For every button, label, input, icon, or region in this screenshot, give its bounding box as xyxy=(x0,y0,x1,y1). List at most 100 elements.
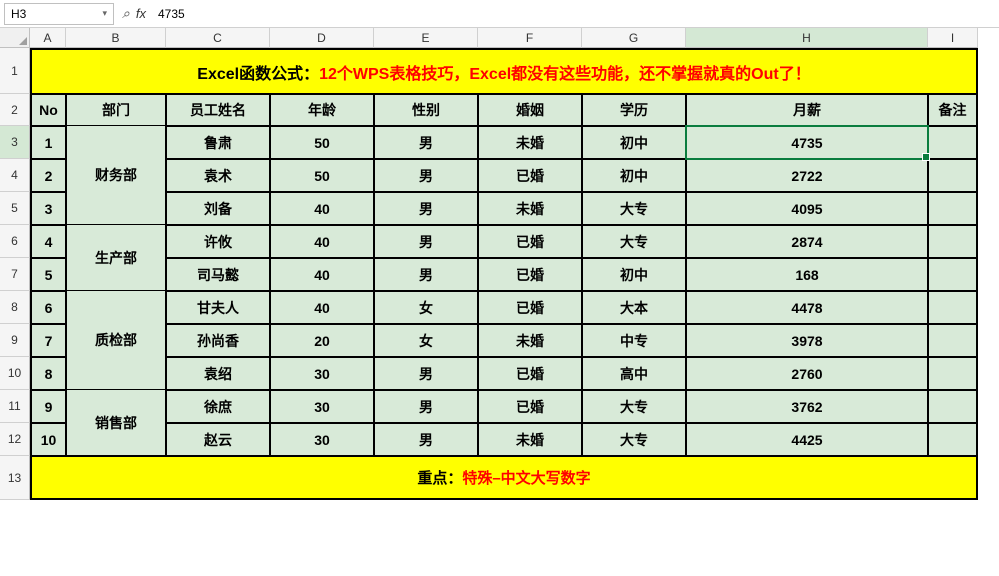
cell-gender[interactable]: 女 xyxy=(374,291,478,324)
cell-salary[interactable]: 4735 xyxy=(686,126,928,159)
cell-gender[interactable]: 男 xyxy=(374,159,478,192)
cell-salary[interactable]: 3978 xyxy=(686,324,928,357)
cell-edu[interactable]: 初中 xyxy=(582,258,686,291)
cell-marriage[interactable]: 未婚 xyxy=(478,324,582,357)
cell-remark[interactable] xyxy=(928,324,978,357)
cell-edu[interactable]: 大专 xyxy=(582,390,686,423)
row-header[interactable]: 7 xyxy=(0,258,30,291)
cell-gender[interactable]: 男 xyxy=(374,225,478,258)
cell-salary[interactable]: 168 xyxy=(686,258,928,291)
cell-age[interactable]: 40 xyxy=(270,192,374,225)
cell-gender[interactable]: 女 xyxy=(374,324,478,357)
cell-salary[interactable]: 4478 xyxy=(686,291,928,324)
col-header-c[interactable]: C xyxy=(166,28,270,48)
cell-salary[interactable]: 4425 xyxy=(686,423,928,456)
cell-marriage[interactable]: 已婚 xyxy=(478,390,582,423)
cell-name[interactable]: 袁绍 xyxy=(166,357,270,390)
row-header[interactable]: 5 xyxy=(0,192,30,225)
cell-no[interactable]: 2 xyxy=(30,159,66,192)
row-header[interactable]: 10 xyxy=(0,357,30,390)
cell-age[interactable]: 50 xyxy=(270,159,374,192)
col-header-d[interactable]: D xyxy=(270,28,374,48)
cell-name[interactable]: 许攸 xyxy=(166,225,270,258)
row-header[interactable]: 2 xyxy=(0,94,30,126)
cell-name[interactable]: 赵云 xyxy=(166,423,270,456)
col-header-g[interactable]: G xyxy=(582,28,686,48)
cell-salary[interactable]: 2874 xyxy=(686,225,928,258)
header-name[interactable]: 员工姓名 xyxy=(166,94,270,126)
cell-gender[interactable]: 男 xyxy=(374,258,478,291)
cell-remark[interactable] xyxy=(928,291,978,324)
cell-remark[interactable] xyxy=(928,192,978,225)
col-header-e[interactable]: E xyxy=(374,28,478,48)
cell-remark[interactable] xyxy=(928,423,978,456)
cell-salary[interactable]: 2760 xyxy=(686,357,928,390)
cell-age[interactable]: 40 xyxy=(270,225,374,258)
cell-gender[interactable]: 男 xyxy=(374,357,478,390)
row-header[interactable]: 12 xyxy=(0,423,30,456)
header-edu[interactable]: 学历 xyxy=(582,94,686,126)
cell-no[interactable]: 10 xyxy=(30,423,66,456)
cell-gender[interactable]: 男 xyxy=(374,390,478,423)
cell-no[interactable]: 8 xyxy=(30,357,66,390)
select-all-corner[interactable] xyxy=(0,28,30,48)
cell-marriage[interactable]: 未婚 xyxy=(478,192,582,225)
cell-marriage[interactable]: 已婚 xyxy=(478,357,582,390)
header-remark[interactable]: 备注 xyxy=(928,94,978,126)
header-no[interactable]: No xyxy=(30,94,66,126)
cell-name[interactable]: 袁术 xyxy=(166,159,270,192)
cell-remark[interactable] xyxy=(928,390,978,423)
cell-age[interactable]: 50 xyxy=(270,126,374,159)
cell-salary[interactable]: 2722 xyxy=(686,159,928,192)
cell-marriage[interactable]: 未婚 xyxy=(478,423,582,456)
search-icon[interactable]: ⌕ xyxy=(122,5,130,22)
cell-marriage[interactable]: 已婚 xyxy=(478,258,582,291)
fx-label[interactable]: fx xyxy=(136,6,146,21)
row-header[interactable]: 9 xyxy=(0,324,30,357)
row-header[interactable]: 8 xyxy=(0,291,30,324)
cell-salary[interactable]: 4095 xyxy=(686,192,928,225)
cell-edu[interactable]: 高中 xyxy=(582,357,686,390)
dept-cell-finance[interactable]: 财务部 xyxy=(66,126,166,225)
cell-no[interactable]: 7 xyxy=(30,324,66,357)
row-header[interactable]: 11 xyxy=(0,390,30,423)
cell-name[interactable]: 鲁肃 xyxy=(166,126,270,159)
cell-name[interactable]: 孙尚香 xyxy=(166,324,270,357)
cell-remark[interactable] xyxy=(928,225,978,258)
chevron-down-icon[interactable]: ▾ xyxy=(102,8,107,19)
cell-salary[interactable]: 3762 xyxy=(686,390,928,423)
cell-remark[interactable] xyxy=(928,159,978,192)
row-header[interactable]: 4 xyxy=(0,159,30,192)
cell-no[interactable]: 5 xyxy=(30,258,66,291)
col-header-h[interactable]: H xyxy=(686,28,928,48)
footer-cell[interactable]: 重点： 特殊–中文大写数字 xyxy=(30,456,978,500)
dept-cell-qc[interactable]: 质检部 xyxy=(66,291,166,390)
cell-no[interactable]: 6 xyxy=(30,291,66,324)
col-header-i[interactable]: I xyxy=(928,28,978,48)
cell-remark[interactable] xyxy=(928,258,978,291)
dept-cell-production[interactable]: 生产部 xyxy=(66,225,166,291)
formula-input[interactable]: 4735 xyxy=(152,7,185,21)
cell-no[interactable]: 1 xyxy=(30,126,66,159)
cell-marriage[interactable]: 已婚 xyxy=(478,291,582,324)
cell-marriage[interactable]: 未婚 xyxy=(478,126,582,159)
cell-gender[interactable]: 男 xyxy=(374,126,478,159)
cell-marriage[interactable]: 已婚 xyxy=(478,225,582,258)
header-marriage[interactable]: 婚姻 xyxy=(478,94,582,126)
row-header[interactable]: 3 xyxy=(0,126,30,159)
row-header[interactable]: 13 xyxy=(0,456,30,500)
col-header-a[interactable]: A xyxy=(30,28,66,48)
cell-age[interactable]: 30 xyxy=(270,423,374,456)
header-gender[interactable]: 性别 xyxy=(374,94,478,126)
col-header-b[interactable]: B xyxy=(66,28,166,48)
cell-no[interactable]: 4 xyxy=(30,225,66,258)
cell-edu[interactable]: 大本 xyxy=(582,291,686,324)
cell-age[interactable]: 30 xyxy=(270,357,374,390)
cell-name[interactable]: 司马懿 xyxy=(166,258,270,291)
cell-name[interactable]: 刘备 xyxy=(166,192,270,225)
cell-gender[interactable]: 男 xyxy=(374,192,478,225)
cell-age[interactable]: 20 xyxy=(270,324,374,357)
row-header[interactable]: 6 xyxy=(0,225,30,258)
cell-gender[interactable]: 男 xyxy=(374,423,478,456)
header-salary[interactable]: 月薪 xyxy=(686,94,928,126)
